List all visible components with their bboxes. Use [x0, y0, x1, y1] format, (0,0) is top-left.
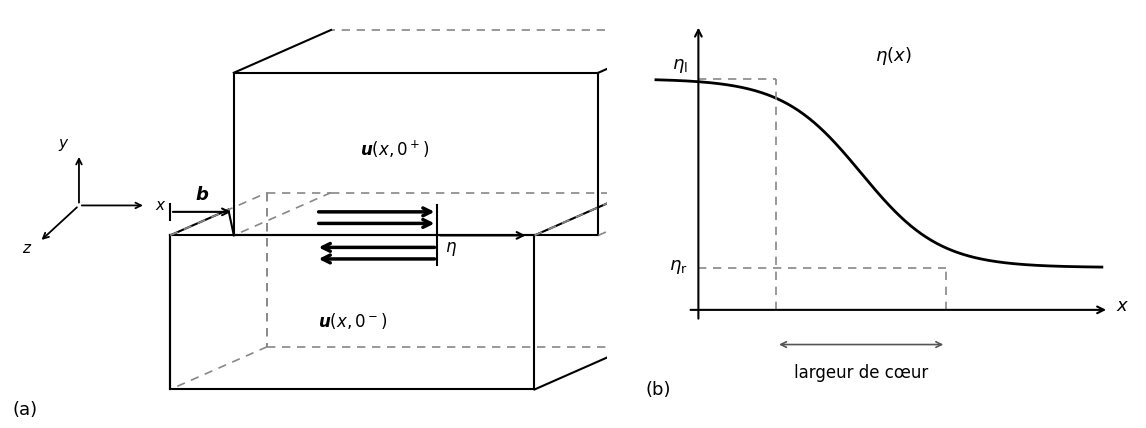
Text: largeur de cœur: largeur de cœur [794, 364, 928, 382]
Text: $\eta(x)$: $\eta(x)$ [876, 45, 912, 67]
Text: $\boldsymbol{u}(x,0^-)$: $\boldsymbol{u}(x,0^-)$ [317, 311, 387, 331]
Text: $x$: $x$ [155, 198, 166, 213]
Text: $\eta_\mathrm{l}$: $\eta_\mathrm{l}$ [672, 57, 688, 75]
Text: $\eta_\mathrm{r}$: $\eta_\mathrm{r}$ [669, 259, 688, 276]
Text: $x$: $x$ [1116, 297, 1129, 315]
Text: $\eta$: $\eta$ [445, 240, 456, 258]
Text: $\boldsymbol{u}(x,0^+)$: $\boldsymbol{u}(x,0^+)$ [360, 139, 430, 160]
Text: $\boldsymbol{b}$: $\boldsymbol{b}$ [195, 186, 209, 204]
Text: (a): (a) [13, 401, 38, 419]
Text: $z$: $z$ [22, 241, 32, 256]
Text: $y$: $y$ [58, 137, 70, 153]
Text: (b): (b) [645, 380, 670, 398]
